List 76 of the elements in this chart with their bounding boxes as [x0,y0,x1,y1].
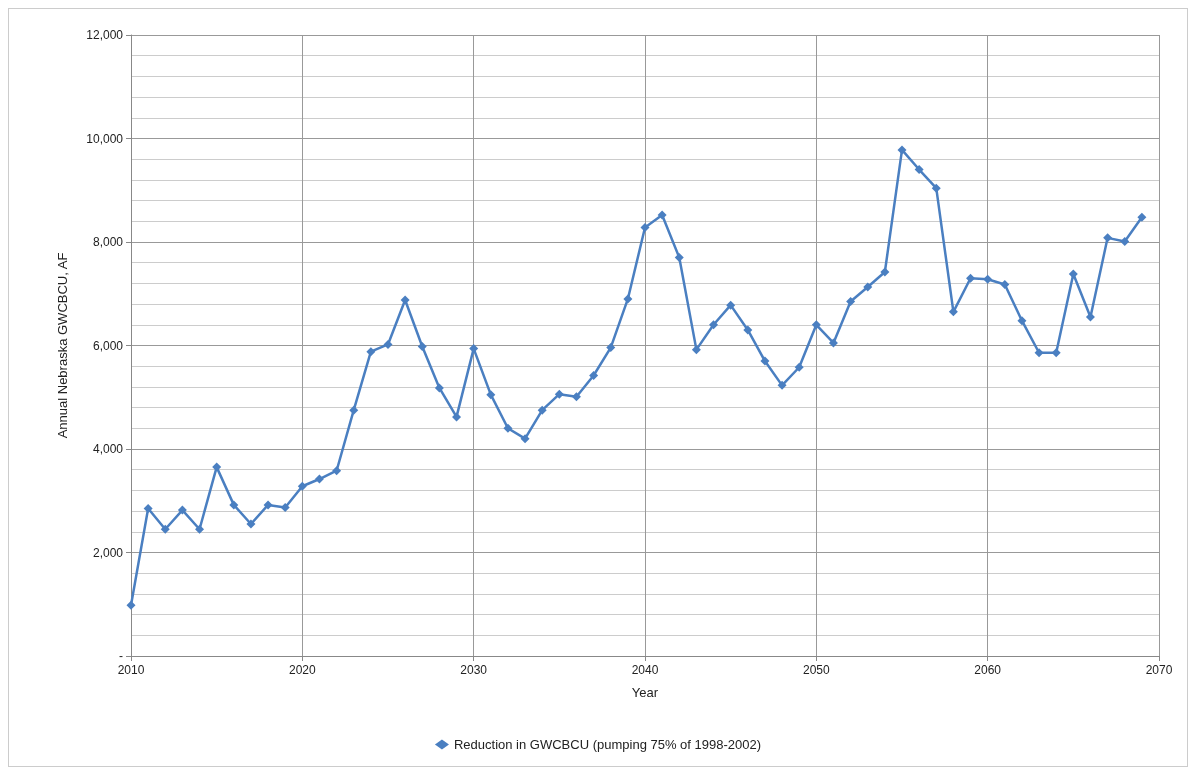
point [246,519,256,529]
x-tick-label: 2020 [288,663,316,677]
point [486,390,496,400]
y-tick-label: - [119,649,123,663]
point [948,307,958,317]
point [691,345,701,355]
point [623,294,633,304]
point [931,183,941,193]
point [229,500,239,510]
point [263,500,273,510]
point [1103,233,1113,243]
point [434,383,444,393]
y-tick-label: 6,000 [92,338,124,353]
point [1000,279,1010,289]
point [1120,236,1130,246]
point [880,267,890,277]
point [400,295,410,305]
point [846,297,856,307]
point [1137,212,1147,222]
point [297,481,307,491]
point [674,253,684,263]
point [366,347,376,357]
point [280,502,290,512]
x-tick-label: 2050 [802,663,830,677]
point [709,320,719,330]
point [640,223,650,233]
point [160,524,170,534]
point [349,405,359,415]
point [743,325,753,335]
point [332,466,342,476]
point [195,524,205,534]
point [571,392,581,402]
x-tick-label: 2010 [117,663,145,677]
point [606,343,616,353]
y-tick-label: 8,000 [92,235,124,249]
point [212,462,222,472]
y-axis-title: Annual Nebraska GWCBCU, AF [55,252,70,439]
point [777,380,787,390]
legend-label: Reduction in GWCBCU (pumping 75% of 1998-2002) [453,737,762,752]
point [914,165,924,175]
point [417,342,427,352]
x-tick-label: 2040 [631,663,659,677]
point [897,145,907,155]
point [143,504,153,514]
point [314,474,324,484]
point [520,434,530,444]
point [863,282,873,292]
point [383,339,393,349]
point [1034,348,1044,358]
point [794,362,804,372]
point [589,371,599,381]
point [760,356,770,366]
y-tick-label: 12,000 [86,28,124,42]
point [452,412,462,422]
point [177,505,187,515]
x-tick-label: 2070 [1145,663,1173,677]
x-axis-title: Year [631,685,659,700]
y-tick-label: 10,000 [86,131,124,146]
y-tick-label: 2,000 [92,545,124,560]
x-tick-label: 2030 [460,663,488,677]
point [1017,316,1027,326]
point [726,300,736,310]
point [983,274,993,284]
point [657,210,667,220]
point [811,320,821,330]
point [1051,348,1061,358]
point [828,338,838,348]
y-tick-label: 4,000 [92,442,124,456]
point [554,389,564,399]
x-tick-label: 2060 [974,663,1002,677]
point [503,423,513,433]
point [1085,312,1095,322]
point [966,273,976,283]
point [1068,269,1078,279]
point [537,405,547,415]
point [126,600,136,610]
